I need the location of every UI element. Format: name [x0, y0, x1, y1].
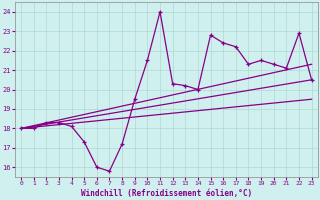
X-axis label: Windchill (Refroidissement éolien,°C): Windchill (Refroidissement éolien,°C) — [81, 189, 252, 198]
